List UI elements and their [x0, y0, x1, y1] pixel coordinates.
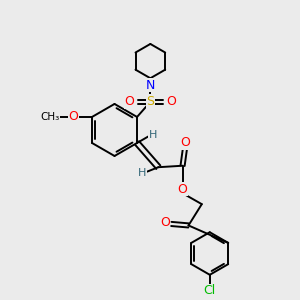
Text: O: O — [69, 110, 79, 124]
Text: H: H — [138, 168, 146, 178]
Text: O: O — [178, 183, 188, 196]
Text: O: O — [181, 136, 190, 149]
Text: O: O — [160, 216, 170, 229]
Text: O: O — [166, 95, 176, 108]
Text: N: N — [146, 79, 155, 92]
Text: S: S — [146, 95, 154, 108]
Text: O: O — [125, 95, 135, 108]
Text: CH₃: CH₃ — [40, 112, 60, 122]
Text: H: H — [149, 130, 157, 140]
Text: Cl: Cl — [204, 284, 216, 297]
